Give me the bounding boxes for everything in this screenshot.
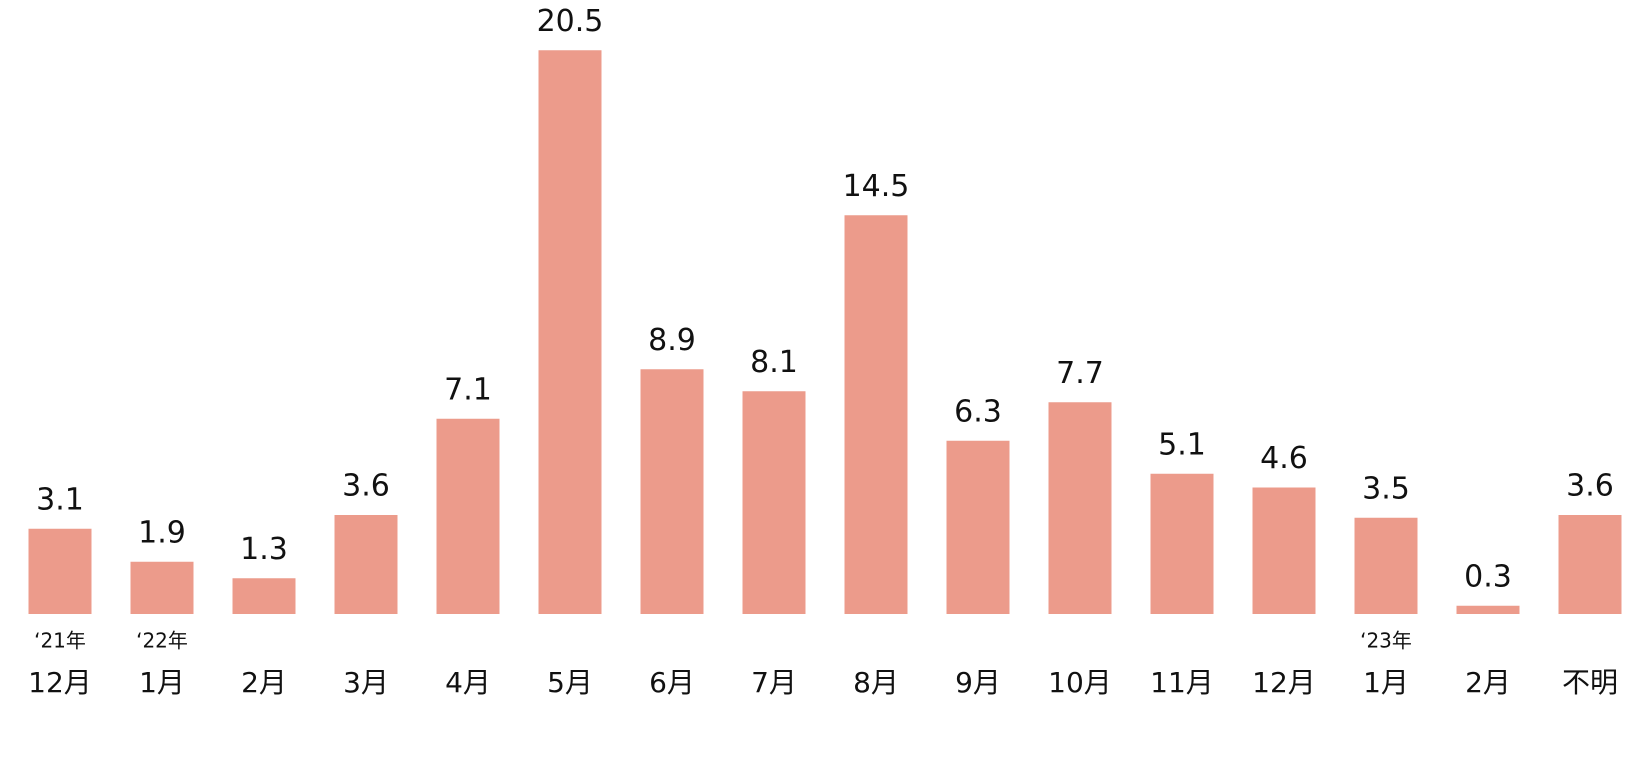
x-tick-label: 11月 xyxy=(1150,666,1214,699)
x-tick-label: 1月 xyxy=(1363,666,1409,699)
bar xyxy=(742,391,806,614)
year-label: ‘23年 xyxy=(1360,629,1412,653)
value-label: 1.3 xyxy=(240,532,288,567)
value-label: 7.7 xyxy=(1056,356,1104,391)
x-tick-label: 1月 xyxy=(139,666,185,699)
x-tick-label: 9月 xyxy=(955,666,1001,699)
x-tick-label: 12月 xyxy=(28,666,92,699)
x-tick-label: 10月 xyxy=(1048,666,1112,699)
value-label: 20.5 xyxy=(537,4,604,39)
x-tick-label: 2月 xyxy=(241,666,287,699)
x-tick-label: 2月 xyxy=(1465,666,1511,699)
bar xyxy=(538,50,602,614)
bar xyxy=(640,369,704,614)
year-label: ‘22年 xyxy=(136,629,188,653)
value-label: 7.1 xyxy=(444,372,492,407)
bar xyxy=(436,418,500,614)
value-label: 3.1 xyxy=(36,482,84,517)
x-tick-label: 6月 xyxy=(649,666,695,699)
x-tick-label: 3月 xyxy=(343,666,389,699)
bar xyxy=(130,561,194,614)
bar xyxy=(1048,402,1112,614)
bar xyxy=(334,515,398,614)
value-label: 3.5 xyxy=(1362,471,1410,506)
x-tick-label: 5月 xyxy=(547,666,593,699)
x-tick-label: 12月 xyxy=(1252,666,1316,699)
value-label: 1.9 xyxy=(138,515,186,550)
value-label: 3.6 xyxy=(342,469,390,504)
x-tick-label: 8月 xyxy=(853,666,899,699)
x-tick-label: 不明 xyxy=(1562,666,1618,699)
value-label: 5.1 xyxy=(1158,427,1206,462)
bar xyxy=(1558,515,1622,614)
bar xyxy=(1456,605,1520,614)
year-label: ‘21年 xyxy=(34,629,86,653)
value-label: 14.5 xyxy=(843,169,910,204)
bar xyxy=(844,215,908,614)
x-tick-label: 7月 xyxy=(751,666,797,699)
value-label: 8.1 xyxy=(750,345,798,380)
value-label: 0.3 xyxy=(1464,559,1512,594)
bar xyxy=(1252,487,1316,614)
x-tick-label: 4月 xyxy=(445,666,491,699)
value-label: 8.9 xyxy=(648,323,696,358)
bar xyxy=(28,528,92,614)
value-label: 3.6 xyxy=(1566,469,1614,504)
bar xyxy=(946,440,1010,614)
value-label: 6.3 xyxy=(954,394,1002,429)
bar xyxy=(1354,517,1418,614)
value-label: 4.6 xyxy=(1260,441,1308,476)
bar xyxy=(232,578,296,614)
bar xyxy=(1150,473,1214,614)
